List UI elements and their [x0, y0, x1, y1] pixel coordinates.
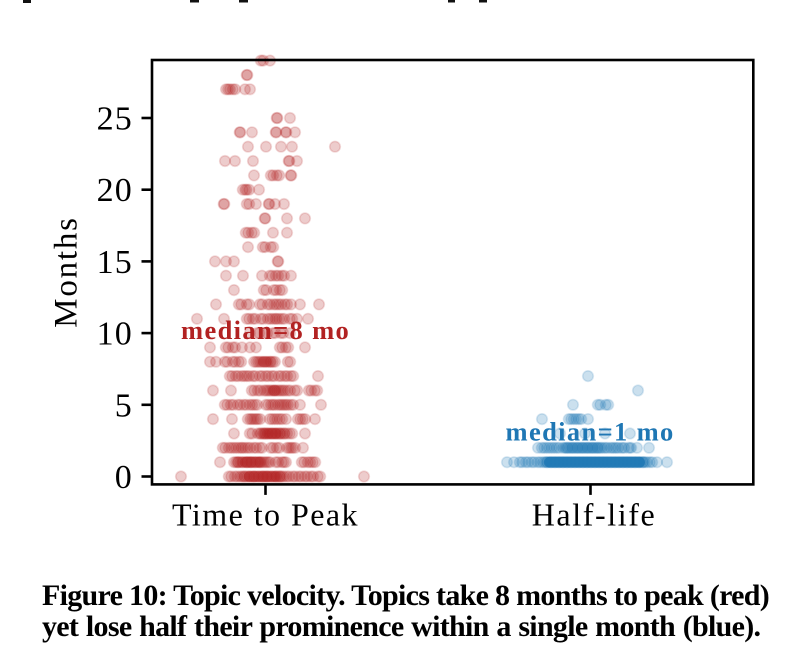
svg-text:Half-life: Half-life — [532, 497, 657, 533]
svg-text:median=1 mo: median=1 mo — [506, 416, 675, 446]
svg-text:20: 20 — [97, 172, 133, 209]
svg-text:5: 5 — [115, 387, 133, 424]
svg-text:Months: Months — [49, 216, 85, 328]
svg-text:10: 10 — [97, 316, 133, 353]
svg-text:0: 0 — [115, 459, 133, 496]
svg-text:25: 25 — [97, 101, 133, 138]
svg-text:Time to Peak: Time to Peak — [172, 497, 359, 533]
svg-text:median=8 mo: median=8 mo — [181, 315, 350, 345]
svg-text:15: 15 — [97, 244, 133, 281]
